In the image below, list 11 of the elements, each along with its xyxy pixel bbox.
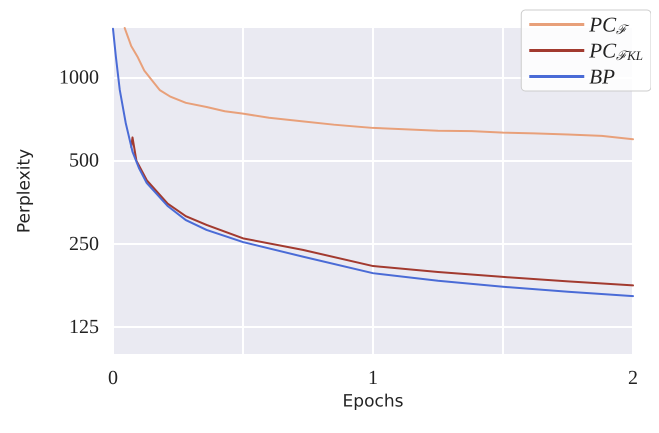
y-tick-label: 250 bbox=[69, 232, 99, 255]
x-tick-label: 1 bbox=[368, 367, 378, 389]
x-axis-title: Epochs bbox=[342, 391, 404, 412]
x-tick-label: 0 bbox=[108, 367, 118, 389]
y-tick-label: 1000 bbox=[59, 66, 99, 88]
y-axis-title: Perplexity bbox=[14, 148, 34, 234]
line-series bbox=[130, 136, 634, 286]
legend-label: BP bbox=[589, 64, 616, 88]
y-tick-label: 500 bbox=[69, 150, 99, 172]
x-tick-label: 2 bbox=[628, 367, 638, 389]
y-tick-label: 125 bbox=[69, 316, 99, 338]
